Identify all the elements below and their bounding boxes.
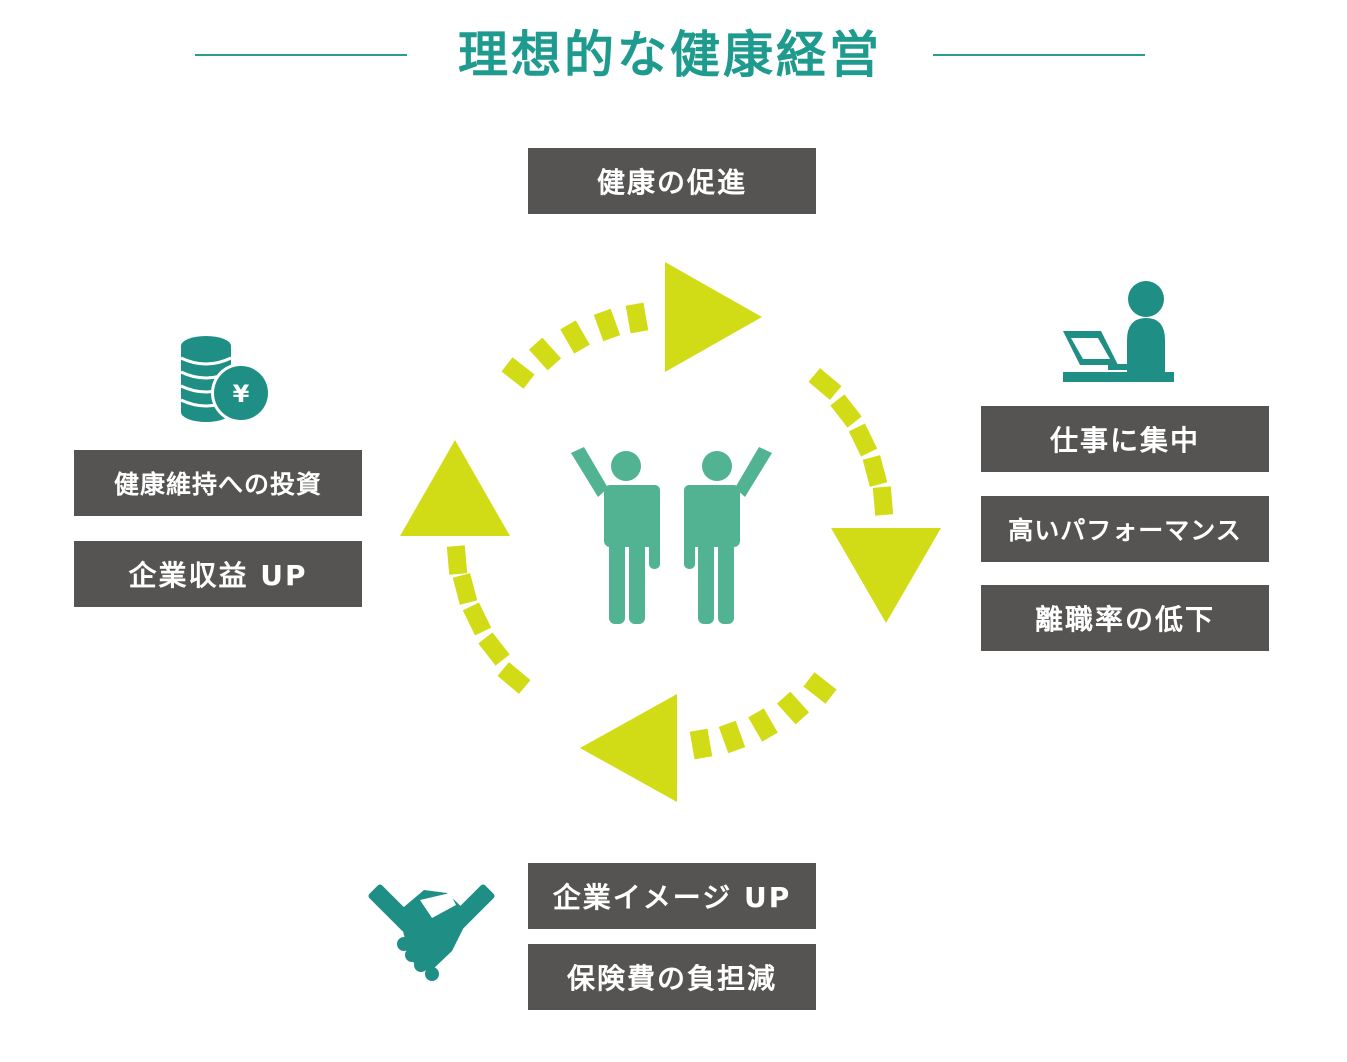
title-area: 理想的な健康経営	[0, 20, 1347, 90]
arrow-head-down	[831, 528, 941, 623]
svg-text:¥: ¥	[233, 380, 250, 408]
handshake-icon	[368, 884, 495, 981]
arrow-dashes-top	[501, 302, 649, 389]
box-lower-turnover: 離職率の低下	[981, 585, 1269, 651]
person-at-laptop-icon	[1063, 281, 1174, 382]
box-focus-on-work: 仕事に集中	[981, 406, 1269, 472]
title-divider-left	[195, 54, 407, 56]
box-high-performance: 高いパフォーマンス	[981, 496, 1269, 562]
arrow-head-right	[665, 262, 762, 372]
arrow-dashes-bottom	[689, 672, 837, 760]
box-insurance-cost-reduction: 保険費の負担減	[528, 944, 816, 1010]
page-title: 理想的な健康経営	[458, 26, 882, 84]
box-health-investment: 健康維持への投資	[74, 450, 362, 516]
two-people-cheering-icon	[571, 447, 772, 624]
arrow-head-up	[400, 440, 510, 536]
box-health-promotion: 健康の促進	[528, 148, 816, 214]
cycle-arrows	[400, 262, 941, 802]
box-corporate-profit-up: 企業収益 UP	[74, 541, 362, 607]
box-corporate-image-up: 企業イメージ UP	[528, 863, 816, 929]
title-divider-right	[933, 54, 1145, 56]
arrow-dashes-left	[446, 545, 531, 694]
coins-yen-icon: ¥	[180, 336, 271, 423]
arrow-dashes-right	[808, 368, 894, 516]
arrow-head-left	[580, 694, 677, 802]
